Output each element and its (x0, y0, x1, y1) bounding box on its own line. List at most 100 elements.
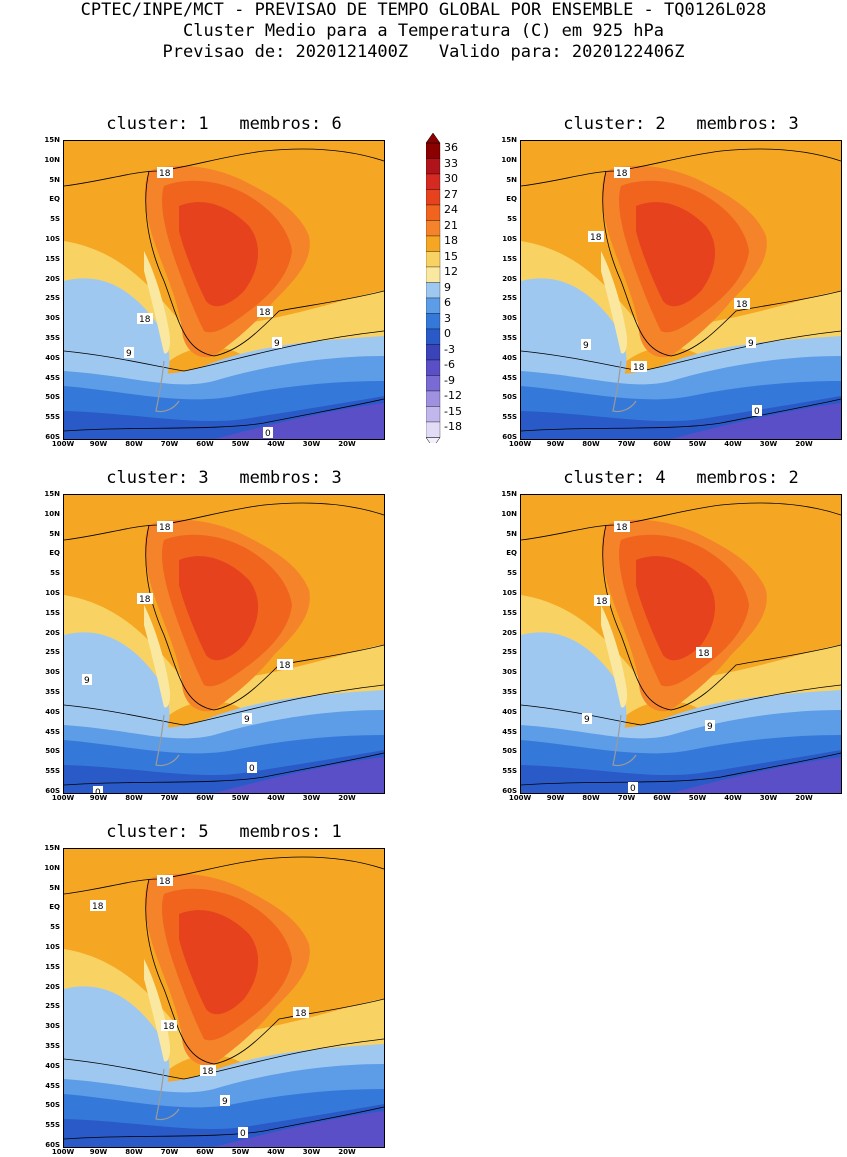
colorbar-swatch (425, 266, 441, 283)
contour-label: 18 (631, 361, 647, 373)
contour-label: 9 (272, 337, 282, 349)
lat-tick-label: 30S (502, 668, 517, 677)
colorbar-swatch (425, 390, 441, 407)
colorbar-label: -9 (444, 373, 455, 387)
colorbar-swatch (425, 421, 441, 438)
temperature-map: 18 18 18 18 18 9 0 (63, 848, 385, 1148)
lon-tick-label: 50W (231, 1148, 250, 1156)
lat-tick-label: 40S (502, 707, 517, 716)
lat-tick-label: 55S (502, 413, 517, 422)
lon-tick-label: 70W (160, 794, 179, 802)
lon-tick-label: 70W (160, 1148, 179, 1156)
colorbar-swatch (425, 344, 441, 361)
lat-tick-label: 15S (502, 608, 517, 617)
lat-tick-label: EQ (506, 195, 517, 204)
lat-tick-label: EQ (49, 903, 60, 912)
lon-tick-label: 20W (338, 440, 356, 448)
colorbar-label: 36 (444, 141, 458, 154)
svg-text:0: 0 (754, 407, 760, 417)
lat-tick-label: 10S (502, 235, 517, 243)
lon-tick-label: 20W (795, 794, 813, 802)
map-canvas: 18 18 18 9 9 18 0 (521, 141, 841, 439)
lon-tick-label: 40W (724, 440, 742, 448)
colorbar-label: 21 (444, 218, 458, 232)
colorbar-swatch (425, 359, 441, 376)
colorbar-label: -18 (444, 420, 462, 433)
lon-tick-label: 20W (338, 1148, 356, 1156)
lat-tick-label: 20S (45, 982, 60, 991)
lat-tick-label: 20S (45, 628, 60, 637)
lat-tick-label: 35S (45, 1042, 60, 1050)
colorbar-label: 3 (444, 311, 451, 325)
lat-tick-label: 40S (45, 353, 60, 362)
cluster-panel-1: cluster: 1 membros: 6 18 18 18 9 9 0 15N 10N 5N EQ… (44, 114, 385, 448)
lon-tick-label: 40W (267, 794, 285, 802)
svg-text:18: 18 (92, 902, 104, 912)
lat-tick-label: 25S (45, 1002, 60, 1011)
temperature-map: 18 18 18 9 9 0 (63, 140, 385, 440)
colorbar-swatch (425, 204, 441, 221)
svg-text:0: 0 (249, 764, 255, 774)
colorbar-label: 33 (444, 156, 458, 170)
svg-text:18: 18 (616, 523, 628, 533)
lon-tick-label: 40W (267, 1148, 285, 1156)
lat-tick-label: 10S (502, 589, 517, 597)
lon-tick-label: 80W (125, 440, 143, 448)
cluster-panel-4: cluster: 4 membros: 2 18 18 18 9 9 0 15N 10N 5N EQ… (501, 468, 842, 802)
colorbar-label: 15 (444, 249, 458, 263)
colorbar-swatch (425, 158, 441, 175)
colorbar-label: -6 (444, 358, 455, 371)
contour-label: 18 (200, 1065, 216, 1077)
lat-tick-label: 40S (45, 1061, 60, 1070)
lat-tick-label: 5N (49, 883, 60, 892)
cluster-panel-3: cluster: 3 membros: 3 18 18 18 9 9 0 0 15N 10N 5N E… (44, 468, 385, 802)
lat-tick-label: 15N (501, 136, 517, 144)
lat-tick-label: 25S (45, 294, 60, 303)
lon-tick-label: 100W (51, 794, 75, 802)
lat-tick-label: 30S (45, 314, 60, 323)
lat-tick-label: 60S (45, 1141, 60, 1149)
header-line-2: Cluster Medio para a Temperatura (C) em … (182, 21, 665, 41)
lat-tick-label: 55S (45, 767, 60, 776)
lon-tick-label: 100W (508, 794, 532, 802)
contour-label: 18 (696, 647, 712, 659)
contour-label: 18 (157, 521, 173, 533)
contour-label: 9 (124, 347, 134, 359)
colorbar-swatch (425, 142, 441, 159)
header-line-3: Previsao de: 2020121400Z Valido para: 20… (162, 42, 685, 62)
svg-text:18: 18 (295, 1009, 307, 1019)
lat-tick-label: EQ (49, 549, 60, 558)
lon-tick-label: 60W (653, 794, 671, 802)
lat-tick-label: 55S (45, 413, 60, 422)
lon-tick-label: 50W (688, 794, 707, 802)
colorbar-label: -3 (444, 342, 455, 356)
lat-tick-label: 15S (45, 254, 60, 263)
lat-tick-label: 10N (44, 509, 60, 518)
lat-tick-label: 5S (50, 569, 60, 578)
colorbar-top-arrow (425, 132, 441, 144)
svg-text:18: 18 (736, 300, 748, 310)
lat-tick-label: 55S (502, 767, 517, 776)
contour-label: 18 (157, 167, 173, 179)
lat-tick-label: 35S (502, 688, 517, 696)
lat-tick-label: 45S (45, 1081, 60, 1090)
colorbar: 36 33 30 27 24 21 18 15 12 9 6 3 0 -3 -6 -9 -12 -15 -18 (425, 132, 462, 448)
lat-tick-label: 20S (502, 628, 517, 637)
panel-title: cluster: 5 membros: 1 (106, 822, 342, 842)
lat-tick-label: 50S (45, 1101, 60, 1110)
contour-label: 0 (93, 786, 103, 793)
contour-label: 9 (242, 713, 252, 725)
svg-text:9: 9 (583, 341, 589, 351)
lat-tick-label: 35S (45, 334, 60, 342)
lat-tick-label: 15S (45, 962, 60, 971)
lon-tick-label: 100W (51, 1148, 75, 1156)
colorbar-swatch (425, 328, 441, 345)
lat-tick-label: 5N (49, 175, 60, 184)
lat-tick-label: 10S (45, 589, 60, 597)
colorbar-swatch (425, 313, 441, 330)
colorbar-swatch (425, 297, 441, 314)
lon-tick-label: 70W (617, 440, 636, 448)
temperature-map: 18 18 18 9 9 0 0 (63, 494, 385, 794)
svg-text:18: 18 (590, 233, 602, 243)
lon-tick-label: 90W (89, 794, 108, 802)
